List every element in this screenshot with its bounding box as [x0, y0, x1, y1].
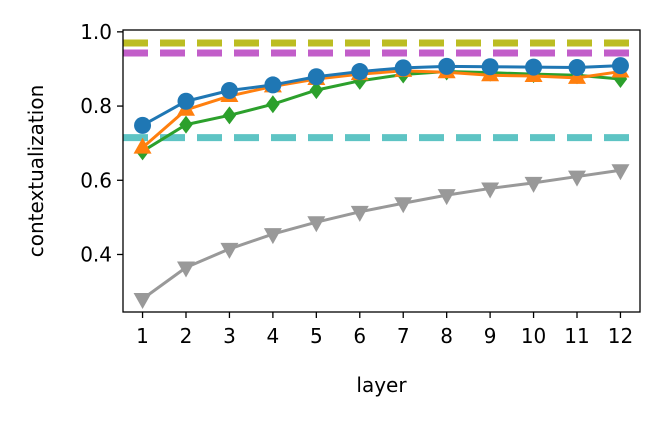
series-1-point	[394, 197, 413, 214]
series-1-point	[481, 182, 500, 199]
series-4-point	[568, 58, 586, 76]
series-1-point	[350, 205, 369, 222]
x-tick-label: 6	[353, 324, 366, 348]
x-tick-label: 10	[521, 324, 546, 348]
series-1-point	[263, 228, 282, 245]
x-tick-label: 2	[180, 324, 193, 348]
plot-area-frame	[122, 29, 641, 313]
series-1-line	[141, 168, 621, 301]
x-axis: 1 2 3 4 5 6 7 8 9 10 11 12	[136, 312, 633, 348]
series-layer	[133, 57, 630, 310]
series-4-point	[177, 92, 195, 110]
x-tick-label: 9	[484, 324, 497, 348]
series-4-point	[264, 76, 282, 94]
x-tick-label: 3	[223, 324, 236, 348]
series-2-point	[222, 106, 237, 125]
series-1-point	[437, 189, 456, 206]
y-tick-label: 1.0	[80, 20, 112, 44]
x-tick-label: 1	[136, 324, 149, 348]
series-4-point	[351, 63, 369, 81]
series-3-point	[133, 137, 152, 154]
x-tick-label: 5	[310, 324, 323, 348]
series-1-point	[307, 216, 326, 233]
series-1-point	[176, 261, 195, 278]
series-4-point	[438, 57, 456, 75]
y-axis: 0.4 0.6 0.8 1.0	[80, 20, 123, 266]
series-4-point	[134, 116, 152, 134]
series-2-point	[266, 95, 280, 114]
x-tick-label: 12	[608, 324, 633, 348]
y-tick-label: 0.6	[80, 168, 112, 192]
x-tick-label: 7	[397, 324, 410, 348]
series-4-point	[307, 68, 325, 86]
y-axis-label: contextualization	[24, 85, 48, 258]
y-tick-label: 0.4	[80, 242, 112, 266]
series-1-point	[611, 164, 630, 181]
series-3-line	[141, 69, 621, 149]
series-1-point	[568, 170, 587, 187]
x-tick-label: 4	[267, 324, 280, 348]
series-4-point	[220, 81, 238, 99]
reference-lines	[123, 39, 640, 142]
x-axis-label: layer	[356, 373, 407, 397]
series-1-point	[133, 293, 152, 310]
series-1-point	[524, 176, 543, 193]
series-4-point	[481, 58, 499, 76]
series-2-point	[179, 115, 193, 134]
series-4-point	[525, 58, 543, 76]
series-4-point	[611, 57, 629, 75]
series-1-point	[220, 242, 239, 259]
y-tick-label: 0.8	[80, 94, 112, 118]
series-2-point	[309, 81, 324, 100]
series-4-point	[394, 59, 412, 77]
series-2-line	[141, 70, 621, 153]
series-4	[134, 57, 629, 134]
series-1	[133, 164, 630, 310]
x-tick-label: 11	[564, 324, 589, 348]
x-tick-label: 8	[440, 324, 453, 348]
